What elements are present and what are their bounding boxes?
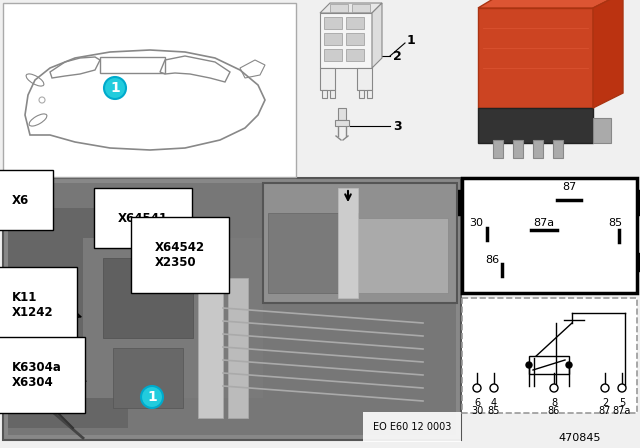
- Bar: [359, 90, 364, 98]
- Text: 30: 30: [471, 406, 483, 416]
- Text: 30: 30: [469, 218, 483, 228]
- Text: 86: 86: [548, 406, 560, 416]
- Text: 2: 2: [393, 49, 402, 63]
- Bar: [352, 4, 370, 12]
- Bar: [338, 108, 346, 120]
- Circle shape: [104, 77, 126, 99]
- Bar: [593, 118, 611, 143]
- Bar: [462, 298, 637, 413]
- Text: 85: 85: [488, 406, 500, 416]
- Polygon shape: [478, 0, 623, 8]
- Bar: [346, 49, 364, 61]
- Bar: [324, 49, 342, 61]
- Text: 87: 87: [562, 182, 576, 192]
- Bar: [478, 8, 593, 108]
- Bar: [324, 33, 342, 45]
- Bar: [637, 190, 640, 215]
- Text: X6: X6: [12, 194, 29, 207]
- Polygon shape: [372, 3, 382, 68]
- Text: 87a: 87a: [613, 406, 631, 416]
- Bar: [3, 3, 296, 177]
- Circle shape: [490, 384, 498, 392]
- Text: X64541: X64541: [118, 211, 168, 224]
- Bar: [513, 140, 523, 158]
- Text: 87a: 87a: [533, 218, 555, 228]
- Text: 6: 6: [474, 398, 480, 408]
- Bar: [113, 348, 183, 408]
- Text: 3: 3: [393, 120, 402, 133]
- Text: 1: 1: [147, 390, 157, 404]
- Text: 1: 1: [407, 34, 416, 47]
- Bar: [263, 183, 457, 303]
- Bar: [346, 33, 364, 45]
- Bar: [529, 356, 569, 374]
- Text: 1: 1: [110, 81, 120, 95]
- Circle shape: [601, 384, 609, 392]
- Bar: [322, 90, 327, 98]
- Bar: [346, 17, 364, 29]
- Bar: [553, 140, 563, 158]
- Circle shape: [618, 384, 626, 392]
- Circle shape: [566, 362, 572, 368]
- Bar: [320, 13, 372, 68]
- Text: 87: 87: [599, 406, 611, 416]
- Bar: [103, 258, 193, 338]
- Polygon shape: [320, 3, 382, 13]
- Bar: [452, 190, 462, 215]
- Bar: [198, 218, 223, 418]
- Bar: [320, 68, 335, 90]
- Bar: [268, 213, 358, 293]
- Text: 86: 86: [485, 255, 499, 265]
- Bar: [83, 238, 263, 398]
- Bar: [335, 120, 349, 126]
- Bar: [330, 90, 335, 98]
- Bar: [462, 178, 637, 293]
- Bar: [637, 253, 640, 271]
- Bar: [324, 17, 342, 29]
- Text: 4: 4: [491, 398, 497, 408]
- Circle shape: [550, 384, 558, 392]
- Bar: [338, 188, 358, 298]
- Text: 470845: 470845: [559, 433, 601, 443]
- Text: K6304a
X6304: K6304a X6304: [12, 361, 62, 389]
- Bar: [330, 4, 348, 12]
- Bar: [533, 140, 543, 158]
- Bar: [367, 90, 372, 98]
- Text: 8: 8: [551, 398, 557, 408]
- Text: 5: 5: [619, 398, 625, 408]
- Text: EO E60 12 0003: EO E60 12 0003: [372, 422, 451, 432]
- Bar: [357, 68, 372, 90]
- Circle shape: [141, 386, 163, 408]
- Circle shape: [526, 362, 532, 368]
- Bar: [478, 108, 593, 143]
- Circle shape: [473, 384, 481, 392]
- Text: 2: 2: [602, 398, 608, 408]
- Bar: [228, 278, 248, 418]
- Bar: [8, 183, 456, 435]
- Bar: [493, 140, 503, 158]
- Bar: [8, 208, 128, 428]
- Text: X64542
X2350: X64542 X2350: [155, 241, 205, 269]
- Text: 85: 85: [608, 218, 622, 228]
- Text: K11
X1242: K11 X1242: [12, 291, 54, 319]
- Bar: [358, 218, 448, 293]
- Bar: [3, 178, 461, 440]
- Polygon shape: [593, 0, 623, 108]
